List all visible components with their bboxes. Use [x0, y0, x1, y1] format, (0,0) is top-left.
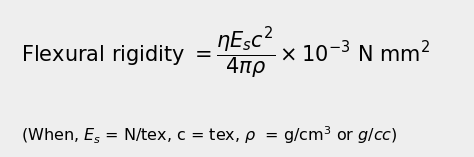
Text: (When, $E_s$ = N/tex, c = tex, $\rho$  = g/cm$^3$ or $\mathit{g/cc}$): (When, $E_s$ = N/tex, c = tex, $\rho$ = … [20, 124, 397, 146]
Text: Flexural rigidity $= \dfrac{\eta E_s c^2}{4\pi\rho} \times 10^{-3}$ N mm$^2$: Flexural rigidity $= \dfrac{\eta E_s c^2… [20, 25, 429, 81]
